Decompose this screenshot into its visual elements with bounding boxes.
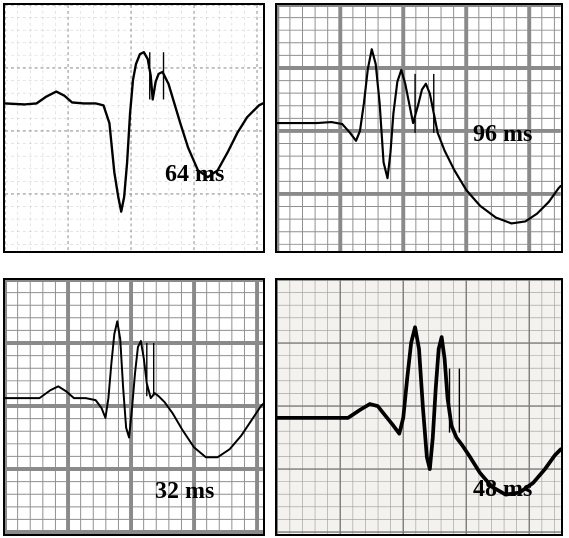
ecg-panel-bottom-right: 48 ms [275,278,563,536]
measurement-label: 48 ms [473,476,532,503]
measurement-label: 32 ms [155,478,214,505]
measurement-label: 64 ms [165,161,224,188]
ecg-panel-bottom-left: 32 ms [3,278,265,536]
ecg-panel-top-right: 96 ms [275,3,563,253]
ecg-svg-tl [5,5,263,251]
ecg-grid-figure: 64 ms 96 ms 32 ms 48 ms [0,0,569,538]
ecg-svg-bl [5,280,263,534]
measurement-label: 96 ms [473,121,532,148]
ecg-panel-top-left: 64 ms [3,3,265,253]
